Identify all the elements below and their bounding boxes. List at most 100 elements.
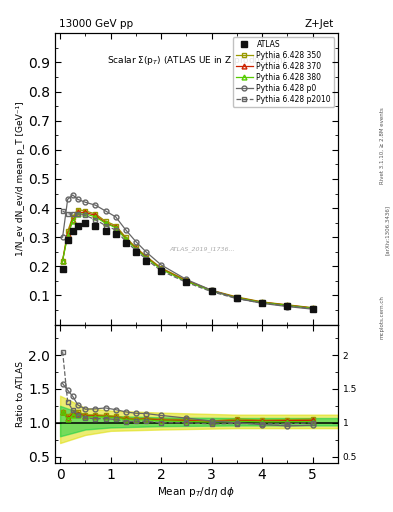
Pythia 6.428 380 bbox=[310, 305, 315, 311]
ATLAS bbox=[159, 268, 163, 274]
Text: 13000 GeV pp: 13000 GeV pp bbox=[59, 19, 133, 29]
Pythia 6.428 p2010 bbox=[159, 268, 163, 274]
Pythia 6.428 p0 bbox=[83, 199, 88, 205]
Text: ATLAS_2019_I1736...: ATLAS_2019_I1736... bbox=[169, 246, 235, 252]
Y-axis label: Ratio to ATLAS: Ratio to ATLAS bbox=[17, 361, 26, 427]
Pythia 6.428 p2010 bbox=[143, 256, 148, 262]
Pythia 6.428 380 bbox=[235, 295, 239, 301]
Pythia 6.428 350 bbox=[60, 258, 65, 264]
Pythia 6.428 350 bbox=[184, 278, 189, 284]
Pythia 6.428 380 bbox=[209, 288, 214, 294]
Pythia 6.428 370 bbox=[83, 209, 88, 216]
Pythia 6.428 350 bbox=[143, 253, 148, 259]
Pythia 6.428 370 bbox=[113, 224, 118, 230]
Pythia 6.428 p0 bbox=[209, 287, 214, 293]
Pythia 6.428 350 bbox=[70, 214, 75, 220]
Pythia 6.428 380 bbox=[285, 302, 290, 308]
Pythia 6.428 p0 bbox=[75, 196, 80, 202]
Pythia 6.428 370 bbox=[123, 236, 128, 242]
Pythia 6.428 p0 bbox=[285, 304, 290, 310]
ATLAS bbox=[113, 231, 118, 238]
Pythia 6.428 380 bbox=[60, 258, 65, 264]
Pythia 6.428 370 bbox=[260, 299, 264, 305]
Text: [arXiv:1306.3436]: [arXiv:1306.3436] bbox=[385, 205, 389, 255]
X-axis label: Mean p$_T$/d$\eta$ d$\phi$: Mean p$_T$/d$\eta$ d$\phi$ bbox=[158, 485, 235, 499]
Pythia 6.428 p0 bbox=[65, 196, 70, 202]
Pythia 6.428 350 bbox=[65, 228, 70, 234]
Pythia 6.428 p0 bbox=[235, 295, 239, 302]
Pythia 6.428 350 bbox=[113, 223, 118, 229]
Pythia 6.428 p0 bbox=[113, 214, 118, 220]
Pythia 6.428 p2010 bbox=[123, 239, 128, 245]
Pythia 6.428 350 bbox=[159, 265, 163, 271]
Pythia 6.428 p0 bbox=[184, 276, 189, 283]
ATLAS bbox=[143, 258, 148, 264]
Line: Pythia 6.428 350: Pythia 6.428 350 bbox=[60, 207, 315, 310]
ATLAS bbox=[123, 240, 128, 246]
Pythia 6.428 380 bbox=[143, 254, 148, 261]
Pythia 6.428 p2010 bbox=[65, 211, 70, 217]
Text: Z+Jet: Z+Jet bbox=[305, 19, 334, 29]
Pythia 6.428 380 bbox=[103, 220, 108, 226]
Line: Pythia 6.428 370: Pythia 6.428 370 bbox=[60, 210, 315, 310]
Line: Pythia 6.428 380: Pythia 6.428 380 bbox=[60, 211, 315, 311]
Pythia 6.428 370 bbox=[103, 220, 108, 226]
Pythia 6.428 380 bbox=[184, 279, 189, 285]
ATLAS bbox=[75, 223, 80, 229]
Pythia 6.428 p0 bbox=[103, 208, 108, 214]
Pythia 6.428 p2010 bbox=[60, 208, 65, 214]
Pythia 6.428 p2010 bbox=[113, 227, 118, 233]
Pythia 6.428 350 bbox=[260, 299, 264, 305]
Pythia 6.428 370 bbox=[65, 231, 70, 238]
Pythia 6.428 p2010 bbox=[75, 211, 80, 217]
Pythia 6.428 370 bbox=[70, 217, 75, 223]
Text: Scalar $\Sigma$(p$_T$) (ATLAS UE in Z production): Scalar $\Sigma$(p$_T$) (ATLAS UE in Z pr… bbox=[107, 54, 286, 67]
Pythia 6.428 350 bbox=[209, 287, 214, 293]
Pythia 6.428 p0 bbox=[93, 202, 98, 208]
Pythia 6.428 370 bbox=[143, 254, 148, 260]
Pythia 6.428 p0 bbox=[134, 239, 138, 245]
Pythia 6.428 380 bbox=[65, 232, 70, 239]
Pythia 6.428 p2010 bbox=[310, 306, 315, 312]
Pythia 6.428 380 bbox=[70, 218, 75, 224]
Pythia 6.428 p0 bbox=[260, 300, 264, 306]
Pythia 6.428 p2010 bbox=[93, 217, 98, 223]
Line: Pythia 6.428 p2010: Pythia 6.428 p2010 bbox=[60, 208, 315, 311]
ATLAS bbox=[65, 237, 70, 243]
Pythia 6.428 350 bbox=[103, 218, 108, 224]
ATLAS bbox=[209, 288, 214, 294]
Pythia 6.428 370 bbox=[159, 266, 163, 272]
ATLAS bbox=[260, 300, 264, 306]
Pythia 6.428 350 bbox=[134, 244, 138, 250]
Pythia 6.428 370 bbox=[235, 294, 239, 301]
Pythia 6.428 380 bbox=[159, 266, 163, 272]
Pythia 6.428 370 bbox=[209, 287, 214, 293]
Pythia 6.428 p2010 bbox=[134, 247, 138, 253]
Pythia 6.428 370 bbox=[310, 305, 315, 311]
Pythia 6.428 380 bbox=[93, 214, 98, 220]
Y-axis label: 1/N_ev dN_ev/d mean p_T [GeV⁻¹]: 1/N_ev dN_ev/d mean p_T [GeV⁻¹] bbox=[17, 102, 26, 257]
Pythia 6.428 p2010 bbox=[103, 223, 108, 229]
Pythia 6.428 380 bbox=[113, 225, 118, 231]
Pythia 6.428 p0 bbox=[123, 227, 128, 233]
Pythia 6.428 350 bbox=[93, 211, 98, 217]
Text: mcplots.cern.ch: mcplots.cern.ch bbox=[380, 295, 384, 339]
Line: ATLAS: ATLAS bbox=[59, 220, 316, 312]
Pythia 6.428 p0 bbox=[70, 192, 75, 198]
ATLAS bbox=[235, 295, 239, 302]
Pythia 6.428 p2010 bbox=[184, 280, 189, 286]
Pythia 6.428 380 bbox=[75, 211, 80, 217]
Pythia 6.428 350 bbox=[235, 294, 239, 300]
Pythia 6.428 380 bbox=[134, 246, 138, 252]
Pythia 6.428 370 bbox=[75, 209, 80, 216]
Pythia 6.428 p2010 bbox=[260, 300, 264, 306]
Pythia 6.428 370 bbox=[285, 302, 290, 308]
ATLAS bbox=[93, 223, 98, 229]
Pythia 6.428 380 bbox=[260, 300, 264, 306]
Pythia 6.428 350 bbox=[75, 206, 80, 212]
Pythia 6.428 370 bbox=[93, 212, 98, 219]
Pythia 6.428 p2010 bbox=[70, 211, 75, 217]
Pythia 6.428 p0 bbox=[143, 249, 148, 255]
Pythia 6.428 p2010 bbox=[235, 295, 239, 302]
Pythia 6.428 350 bbox=[83, 208, 88, 214]
